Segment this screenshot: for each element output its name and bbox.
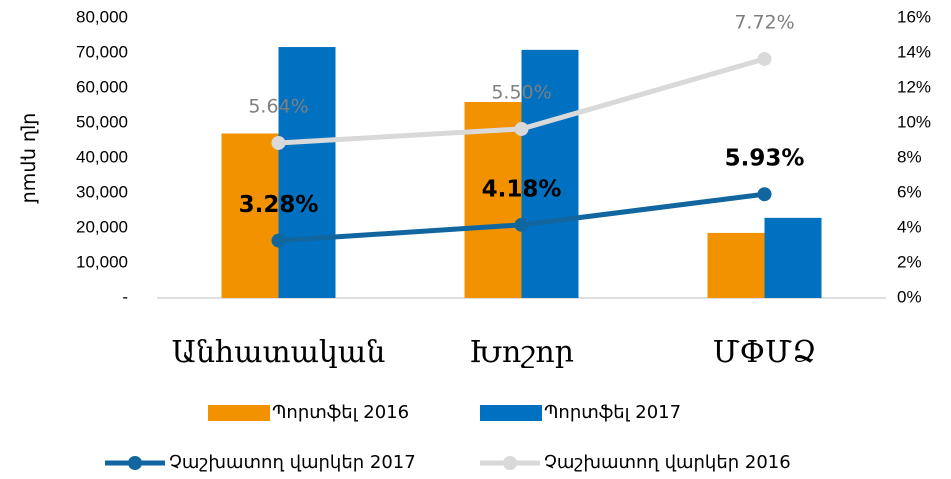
legend-swatch [480, 405, 542, 421]
x-tick-label: ՄՓՄՁ [713, 335, 817, 370]
y-tick-label: 30,000 [76, 182, 128, 201]
line-marker [271, 135, 286, 150]
y-tick-label: 80,000 [76, 7, 128, 26]
y2-tick-label: 14% [897, 42, 931, 61]
annotation: 5.64% [248, 95, 308, 117]
bar [278, 47, 336, 298]
y-tick-label: 70,000 [76, 42, 128, 61]
y-axis-label: մլն դրամ [20, 113, 42, 204]
y-tick-label: - [122, 287, 128, 306]
y2-tick-label: 6% [897, 182, 922, 201]
data-label: 3.28% [239, 192, 319, 218]
bar [464, 102, 522, 298]
y-tick-label: 10,000 [76, 252, 128, 271]
annotation: 7.72% [734, 11, 794, 33]
y-tick-label: 50,000 [76, 112, 128, 131]
y2-tick-label: 2% [897, 252, 922, 271]
legend-marker [128, 456, 142, 470]
x-tick-label: Անհատական [172, 335, 386, 370]
y-tick-label: 20,000 [76, 217, 128, 236]
line-marker [271, 233, 286, 248]
annotation: 5.50% [491, 81, 551, 103]
legend-label: Չաշխատող վարկեր 2017 [169, 452, 416, 473]
legend-marker [503, 456, 517, 470]
y-tick-label: 60,000 [76, 77, 128, 96]
bar [707, 232, 765, 298]
bar [521, 49, 579, 298]
y2-tick-label: 10% [897, 112, 931, 131]
y2-tick-label: 12% [897, 77, 931, 96]
legend-swatch [208, 405, 270, 421]
y2-tick-label: 16% [897, 7, 931, 26]
legend-label: Պորտֆել 2017 [544, 402, 681, 423]
bar [221, 133, 279, 298]
x-tick-label: Խոշոր [469, 335, 574, 370]
legend-label: Պորտֆել 2016 [272, 402, 409, 423]
line-marker [514, 217, 529, 232]
data-label: 5.93% [725, 146, 805, 172]
line-marker [514, 121, 529, 136]
line-marker [757, 51, 772, 66]
bar [764, 217, 822, 298]
y2-tick-label: 8% [897, 147, 922, 166]
line-marker [757, 187, 772, 202]
y2-tick-label: 4% [897, 217, 922, 236]
y2-tick-label: 0% [897, 287, 922, 306]
legend-label: Չաշխատող վարկեր 2016 [544, 452, 791, 473]
data-label: 4.18% [482, 176, 562, 202]
y-tick-label: 40,000 [76, 147, 128, 166]
